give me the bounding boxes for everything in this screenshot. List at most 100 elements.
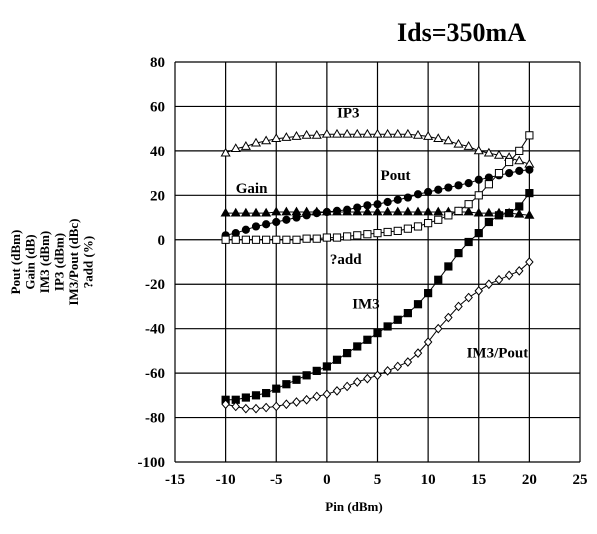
data-point	[312, 234, 321, 243]
data-point	[343, 349, 352, 358]
x-tick-label: 0	[323, 472, 331, 488]
data-point	[525, 131, 534, 140]
data-point	[262, 389, 271, 398]
data-point	[454, 181, 463, 190]
data-point	[271, 133, 282, 143]
y-tick-label: 0	[158, 233, 166, 249]
data-point	[251, 403, 261, 414]
grid	[174, 61, 581, 463]
x-tick-label: 5	[374, 472, 382, 488]
data-point	[454, 249, 463, 258]
data-point	[331, 128, 343, 138]
data-point	[412, 206, 424, 216]
data-point	[220, 207, 231, 217]
data-point	[282, 399, 291, 410]
data-point	[383, 197, 392, 207]
data-point	[250, 207, 262, 217]
data-point	[302, 394, 311, 405]
data-point	[312, 391, 322, 402]
data-point	[494, 274, 504, 285]
data-point	[373, 229, 382, 238]
data-point	[433, 206, 444, 216]
data-point	[423, 131, 434, 140]
data-point	[241, 403, 251, 414]
series-im3-pout	[221, 257, 534, 414]
y-tick-labels: -100 -80 -60 -40 -20 0 20 40 60 80	[138, 55, 166, 471]
data-point	[272, 235, 281, 244]
data-point	[221, 235, 230, 244]
data-point	[363, 335, 372, 344]
data-point	[231, 401, 241, 412]
data-point	[363, 373, 372, 384]
y-axis-label-line: IP3 (dBm)	[52, 233, 67, 291]
data-point	[272, 217, 281, 227]
data-point	[383, 366, 392, 376]
data-point	[321, 128, 332, 138]
data-point	[221, 399, 230, 410]
data-point	[362, 128, 373, 138]
x-axis-label: Pin (dBm)	[325, 499, 382, 514]
data-point	[291, 206, 302, 216]
data-point	[403, 357, 413, 367]
data-point	[463, 206, 474, 216]
data-point	[505, 209, 514, 218]
data-point	[484, 217, 493, 227]
data-point	[282, 215, 291, 224]
data-point	[331, 206, 343, 216]
data-point	[444, 262, 453, 271]
data-point	[464, 292, 473, 303]
data-point	[282, 235, 291, 244]
data-point	[302, 371, 311, 380]
data-point	[483, 147, 494, 157]
data-point	[494, 211, 504, 220]
data-point	[251, 235, 261, 244]
data-point	[353, 231, 362, 240]
data-point	[424, 289, 433, 298]
data-point	[240, 207, 251, 217]
data-point	[312, 366, 321, 375]
x-tick-label: -10	[216, 472, 236, 488]
series-annotation: IP3	[337, 106, 360, 122]
data-point	[372, 128, 383, 138]
data-point	[393, 226, 402, 235]
x-tick-label: 25	[573, 472, 588, 488]
series-layer	[220, 128, 535, 414]
data-point	[231, 229, 240, 238]
data-point	[474, 286, 484, 296]
data-point	[464, 179, 473, 188]
data-point	[332, 233, 342, 242]
data-point	[343, 232, 352, 241]
data-point	[311, 129, 322, 139]
data-point	[484, 180, 493, 189]
data-point	[403, 224, 412, 233]
x-tick-label: 15	[471, 472, 486, 488]
chart-title: Ids=350mA	[397, 18, 526, 47]
y-tick-label: -20	[145, 277, 165, 293]
data-point	[382, 206, 393, 216]
data-point	[484, 279, 494, 290]
data-point	[373, 329, 382, 338]
data-point	[443, 135, 454, 145]
data-point	[332, 386, 342, 396]
data-point	[413, 348, 423, 358]
data-point	[484, 173, 493, 182]
data-point	[382, 128, 393, 138]
data-point	[524, 209, 535, 219]
data-point	[250, 137, 262, 147]
data-point	[525, 257, 534, 267]
data-point	[261, 402, 271, 413]
data-point	[352, 377, 362, 387]
data-point	[403, 193, 412, 202]
data-point	[434, 275, 443, 284]
data-point	[515, 166, 524, 175]
data-point	[251, 391, 261, 400]
data-point	[271, 401, 281, 412]
data-point	[505, 169, 514, 178]
data-point	[342, 206, 353, 216]
series-annotation: Gain	[236, 181, 268, 197]
data-point	[321, 206, 332, 216]
data-point	[302, 234, 311, 243]
data-point	[372, 206, 383, 216]
data-point	[342, 128, 353, 138]
data-point	[392, 128, 403, 138]
